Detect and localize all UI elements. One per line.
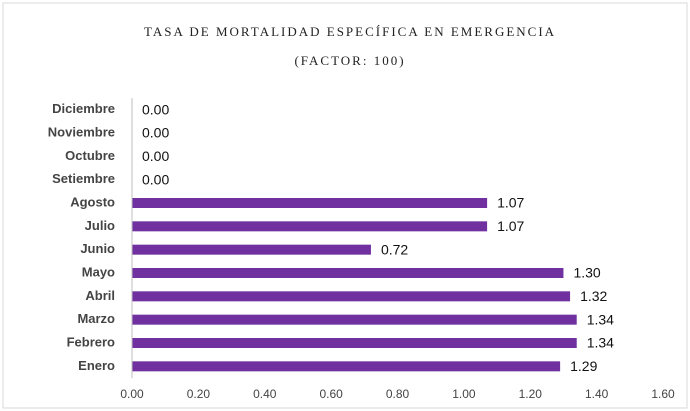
chart-title: TASA DE MORTALIDAD ESPECÍFICA EN EMERGEN… bbox=[144, 24, 556, 39]
bar bbox=[132, 268, 564, 278]
x-tick-label: 1.20 bbox=[519, 387, 543, 401]
bar bbox=[132, 198, 488, 208]
y-tick-label: Agosto bbox=[70, 194, 115, 209]
y-tick-label: Enero bbox=[78, 358, 115, 373]
bar bbox=[132, 361, 561, 372]
data-label: 0.72 bbox=[381, 241, 408, 257]
bar bbox=[132, 338, 577, 348]
data-label: 1.32 bbox=[580, 288, 607, 304]
y-tick-label: Diciembre bbox=[52, 101, 115, 116]
x-tick-label: 1.00 bbox=[452, 387, 476, 401]
x-tick-label: 1.60 bbox=[651, 387, 675, 401]
x-tick-label: 0.20 bbox=[187, 387, 211, 401]
data-label: 1.34 bbox=[587, 335, 614, 351]
x-tick-label: 1.40 bbox=[585, 387, 609, 401]
y-tick-label: Junio bbox=[80, 241, 115, 256]
data-label: 1.29 bbox=[570, 358, 597, 374]
data-label: 1.07 bbox=[497, 218, 524, 234]
bar bbox=[132, 291, 571, 302]
y-tick-label: Mayo bbox=[82, 264, 115, 279]
data-label: 0.00 bbox=[142, 171, 169, 187]
x-tick-label: 0.00 bbox=[120, 387, 144, 401]
y-tick-label: Marzo bbox=[77, 311, 115, 326]
y-tick-label: Noviembre bbox=[48, 124, 115, 139]
data-label: 0.00 bbox=[142, 101, 169, 117]
y-tick-label: Abril bbox=[85, 288, 115, 303]
bar bbox=[132, 314, 577, 325]
chart-subtitle: (FACTOR: 100) bbox=[294, 53, 405, 68]
bar bbox=[132, 221, 488, 232]
data-label: 0.00 bbox=[142, 148, 169, 164]
data-label: 0.00 bbox=[142, 125, 169, 141]
x-tick-label: 0.40 bbox=[253, 387, 277, 401]
x-tick-label: 0.80 bbox=[386, 387, 410, 401]
y-tick-label: Octubre bbox=[65, 148, 115, 163]
data-label: 1.30 bbox=[573, 265, 600, 281]
data-label: 1.07 bbox=[497, 195, 524, 211]
x-tick-label: 0.60 bbox=[319, 387, 343, 401]
bar bbox=[132, 244, 371, 255]
y-tick-label: Julio bbox=[85, 218, 115, 233]
y-tick-label: Febrero bbox=[67, 334, 115, 349]
data-label: 1.34 bbox=[587, 311, 614, 327]
y-tick-label: Setiembre bbox=[52, 171, 115, 186]
